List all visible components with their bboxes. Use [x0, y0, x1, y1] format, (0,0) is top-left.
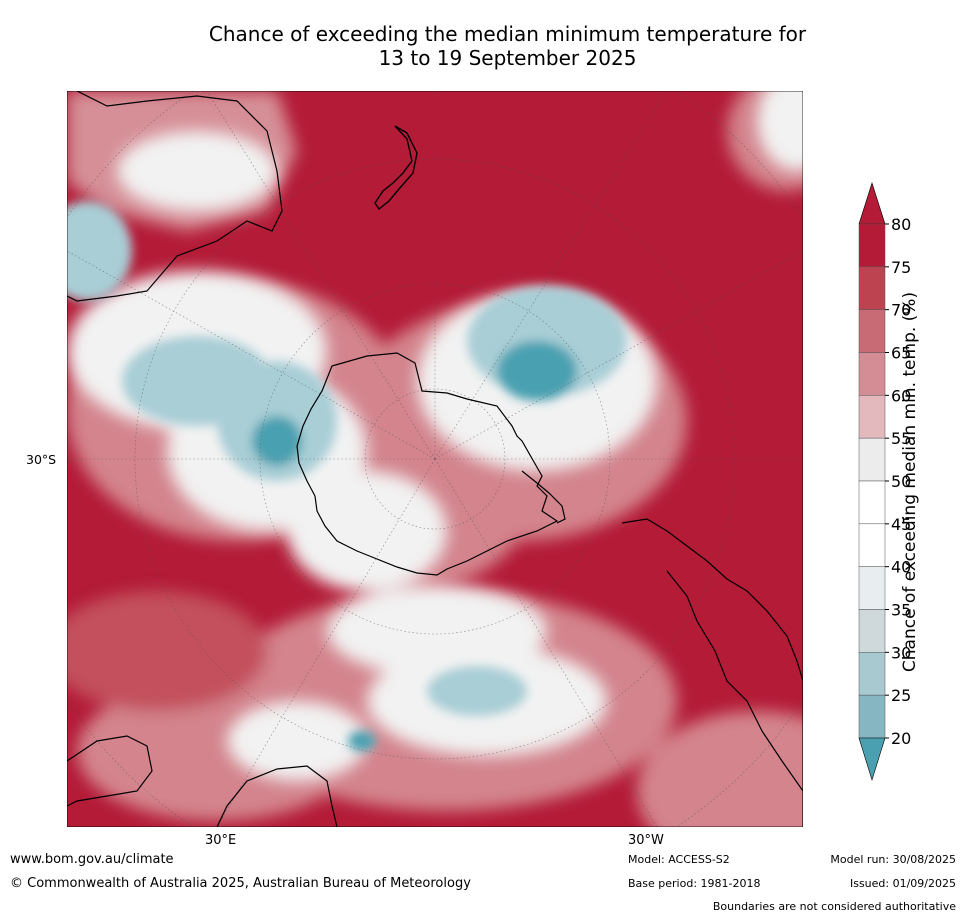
title-line-1: Chance of exceeding the median minimum t…	[208, 22, 807, 46]
new-zealand-coastline	[374, 125, 418, 211]
footer-model: Model: ACCESS-S2	[628, 853, 730, 866]
colorbar-tick-label: 20	[891, 729, 911, 748]
colorbar-tick-label: 45	[891, 515, 911, 534]
colorbar-band	[858, 694, 886, 739]
footer-issued: Issued: 01/09/2025	[849, 877, 956, 890]
colorbar-top-extend	[858, 182, 886, 225]
colorbar-tick-label: 25	[891, 686, 911, 705]
colorbar-band	[858, 352, 886, 396]
longitude-label-30w: 30°W	[628, 833, 664, 848]
antarctica-coastline	[296, 352, 559, 576]
footer-base-period: Base period: 1981-2018	[628, 877, 761, 890]
longitude-label-30e: 30°E	[205, 833, 237, 848]
footer-disclaimer: Boundaries are not considered authoritat…	[712, 900, 956, 913]
south-america-coastline	[621, 518, 803, 827]
colorbar-tick-label: 65	[891, 344, 911, 363]
colorbar-band	[858, 523, 886, 567]
chart-title: Chance of exceeding the median minimum t…	[140, 22, 875, 70]
probability-map	[67, 91, 803, 827]
cool-zones	[67, 201, 627, 751]
colorbar: 80 75 70 65 60 55 50 45 40 35 30 25 20	[858, 182, 911, 782]
footer-model-run: Model run: 30/08/2025	[830, 853, 956, 866]
colorbar-band	[858, 566, 886, 610]
colorbar-ticks: 80 75 70 65 60 55 50 45 40 35 30 25 20	[885, 215, 911, 748]
colorbar-band	[858, 309, 886, 353]
colorbar-band	[858, 223, 886, 268]
colorbar-band	[858, 266, 886, 310]
africa-coastline	[216, 765, 338, 827]
south-america-coastline-south	[666, 570, 803, 792]
title-line-2: 13 to 19 September 2025	[378, 46, 637, 70]
colorbar-tick-label: 55	[891, 429, 911, 448]
australia-coastline	[67, 91, 283, 302]
colorbar-band	[858, 480, 886, 525]
colorbar-bands	[858, 182, 886, 782]
antarctic-peninsula	[521, 470, 566, 524]
colorbar-band	[858, 652, 886, 696]
colorbar-tick-label: 40	[891, 558, 911, 577]
madagascar-coastline	[67, 735, 153, 807]
colorbar-tick-label: 80	[891, 215, 911, 234]
colorbar-tick-label: 30	[891, 643, 911, 662]
colorbar-bottom-extend	[858, 737, 886, 782]
colorbar-tick-label: 75	[891, 258, 911, 277]
colorbar-band	[858, 437, 886, 482]
footer-copyright: © Commonwealth of Australia 2025, Austra…	[10, 876, 471, 891]
colorbar-label: Chance of exceeding median min. temp. (%…	[900, 291, 920, 673]
colorbar-band	[858, 395, 886, 439]
colorbar-tick-label: 50	[891, 472, 911, 491]
footer-url[interactable]: www.bom.gov.au/climate	[10, 852, 174, 867]
colorbar-tick-label: 60	[891, 386, 911, 405]
colorbar-band	[858, 609, 886, 653]
colorbar-tick-label: 35	[891, 601, 911, 620]
colorbar-tick-label: 70	[891, 301, 911, 320]
latitude-label: 30°S	[26, 452, 57, 467]
graticule	[67, 91, 803, 827]
